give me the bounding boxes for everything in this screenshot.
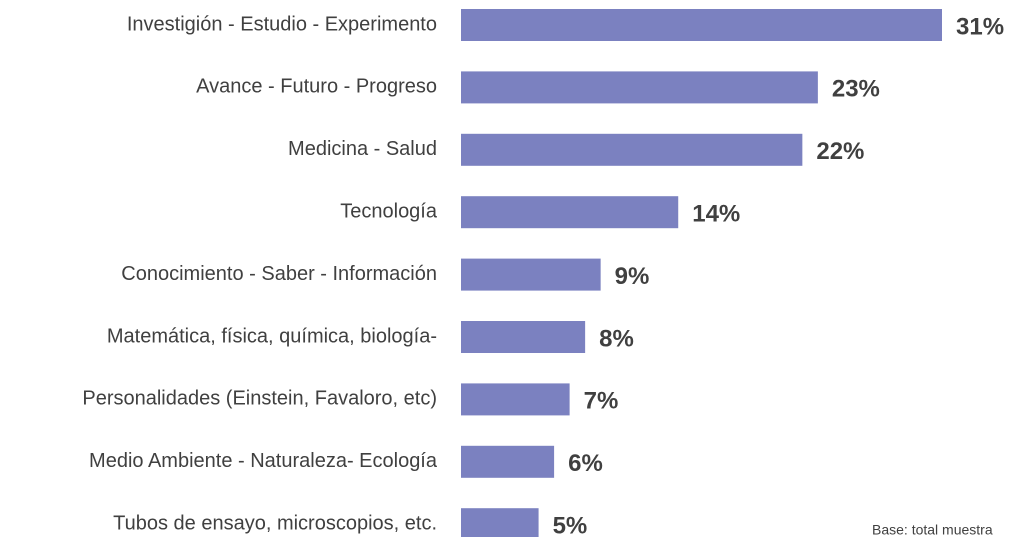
bar [461,196,679,229]
value-label: 6% [568,450,603,477]
value-label: 9% [615,263,650,290]
category-label: Matemática, física, química, biología- [107,325,437,347]
bar [461,383,570,416]
value-label: 5% [553,513,588,537]
bar [461,133,803,166]
value-label: 7% [584,388,619,415]
value-label: 14% [692,201,740,228]
value-label: 23% [832,76,880,103]
category-label: Tecnología [340,200,438,222]
bar [461,508,539,537]
value-label: 8% [599,325,634,352]
bar [461,71,818,104]
bar [461,321,586,353]
bar [461,9,942,41]
value-label: 31% [956,13,1004,40]
category-label: Medicina - Salud [288,138,437,160]
category-label: Medio Ambiente - Naturaleza- Ecología [89,450,438,472]
value-label: 22% [816,138,864,165]
bar [461,445,555,478]
note: Base: total muestra [872,522,993,537]
category-label: Avance - Futuro - Progreso [196,76,437,98]
category-label: Tubos de ensayo, microscopios, etc. [113,512,437,534]
category-label: Investigión - Estudio - Experimento [127,13,437,35]
category-label: Conocimiento - Saber - Información [121,263,437,285]
category-label: Personalidades (Einstein, Favaloro, etc) [82,388,437,410]
bar [461,258,601,291]
